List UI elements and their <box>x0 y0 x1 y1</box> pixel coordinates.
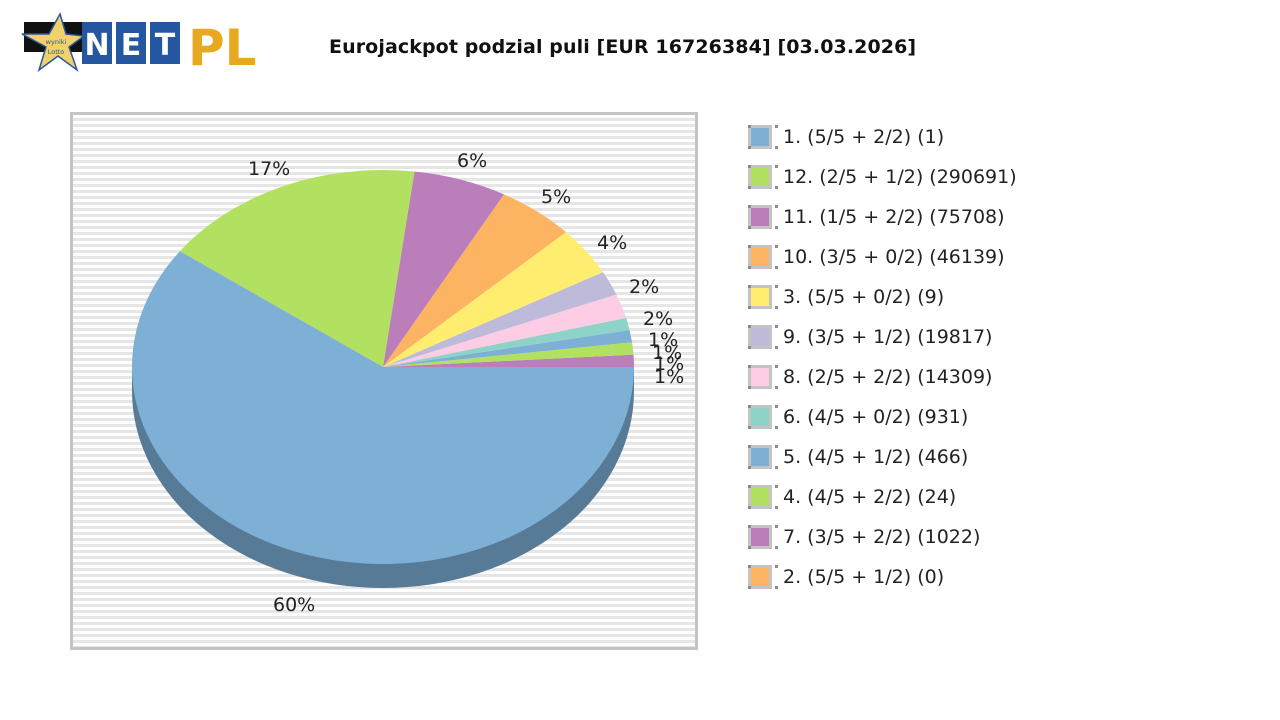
legend-item[interactable]: 3. (5/5 + 0/2) (9) <box>748 282 944 312</box>
pie-slices <box>132 170 634 564</box>
pie-slice-label: 60% <box>273 594 315 616</box>
legend-swatch <box>748 205 772 229</box>
star-text-line2: Lotto <box>48 48 65 56</box>
legend-label: 6. (4/5 + 0/2) (931) <box>783 406 969 428</box>
pl-text: PL <box>188 19 257 74</box>
pie-slice-label: 1% <box>648 329 678 351</box>
pie-chart: 17% 6%5%4%2%2%1%1%1%1%60% <box>70 112 698 650</box>
pie-slice[interactable] <box>179 170 415 367</box>
pie-slice[interactable] <box>383 294 627 367</box>
legend-item[interactable]: 11. (1/5 + 2/2) (75708) <box>748 202 1005 232</box>
legend-swatch <box>748 525 772 549</box>
legend-swatch <box>748 325 772 349</box>
legend-swatch <box>748 285 772 309</box>
legend-swatch <box>748 445 772 469</box>
pie-slice[interactable] <box>383 232 603 367</box>
star-icon: wyniki Lotto <box>21 12 86 73</box>
pie-slice[interactable] <box>383 194 566 367</box>
pie-slice[interactable] <box>383 342 634 367</box>
legend-item[interactable]: 10. (3/5 + 0/2) (46139) <box>748 242 1005 272</box>
net-boxes: N E T <box>82 22 180 64</box>
pie-slice-label: 17% <box>248 158 290 180</box>
pie-slice-label: 2% <box>643 308 673 330</box>
pie-slice-label: 1% <box>654 353 684 375</box>
legend-label: 3. (5/5 + 0/2) (9) <box>783 286 945 308</box>
legend-item[interactable]: 7. (3/5 + 2/2) (1022) <box>748 522 980 552</box>
legend-swatch <box>748 565 772 589</box>
pie-slice[interactable] <box>383 318 630 367</box>
pie-slice-label: 6% <box>457 150 487 172</box>
pie-slice-label: 4% <box>597 232 627 254</box>
net-letter-n: N <box>84 28 109 63</box>
legend-swatch <box>748 165 772 189</box>
legend-label: 4. (4/5 + 2/2) (24) <box>783 486 957 508</box>
chart-title: Eurojackpot podzial puli [EUR 16726384] … <box>329 36 917 58</box>
legend-label: 12. (2/5 + 1/2) (290691) <box>783 166 1017 188</box>
pie-slice[interactable] <box>383 354 634 367</box>
legend-item[interactable]: 5. (4/5 + 1/2) (466) <box>748 442 968 472</box>
legend-item[interactable]: 9. (3/5 + 1/2) (19817) <box>748 322 992 352</box>
pie-slice-label: 1% <box>652 342 682 364</box>
legend-label: 8. (2/5 + 2/2) (14309) <box>783 366 993 388</box>
pie-slice[interactable] <box>132 251 634 564</box>
legend-label: 11. (1/5 + 2/2) (75708) <box>783 206 1005 228</box>
net-letter-e: E <box>121 28 142 63</box>
legend-swatch <box>748 365 772 389</box>
legend-item[interactable]: 4. (4/5 + 2/2) (24) <box>748 482 956 512</box>
legend-swatch <box>748 125 772 149</box>
legend-label: 2. (5/5 + 1/2) (0) <box>783 566 945 588</box>
legend-label: 9. (3/5 + 1/2) (19817) <box>783 326 993 348</box>
pie-labels: 17% 6%5%4%2%2%1%1%1%1%60% <box>248 150 684 616</box>
legend-label: 10. (3/5 + 0/2) (46139) <box>783 246 1005 268</box>
netpl-logo[interactable]: wyniki Lotto N E T PL <box>20 10 265 77</box>
legend-item[interactable]: 12. (2/5 + 1/2) (290691) <box>748 162 1017 192</box>
net-letter-t: T <box>155 28 176 63</box>
star-text-line1: wyniki <box>46 38 67 46</box>
legend-label: 7. (3/5 + 2/2) (1022) <box>783 526 981 548</box>
legend-item[interactable]: 6. (4/5 + 0/2) (931) <box>748 402 968 432</box>
pie-slice-label: 5% <box>541 186 571 208</box>
pie-chart-plot: 17% 6% 5% 4% 2% 2% 1% 1% 1% 1% 60% <box>70 112 698 650</box>
pie-slice-label: 1% <box>654 366 684 388</box>
legend-item[interactable]: 8. (2/5 + 2/2) (14309) <box>748 362 992 392</box>
pie-slice[interactable] <box>383 171 504 367</box>
pie-slice-label: 2% <box>629 276 659 298</box>
legend-swatch <box>748 485 772 509</box>
pie-slice[interactable] <box>383 330 633 367</box>
legend-label: 5. (4/5 + 1/2) (466) <box>783 446 969 468</box>
legend-swatch <box>748 405 772 429</box>
legend-item[interactable]: 1. (5/5 + 2/2) (1) <box>748 122 944 152</box>
legend-swatch <box>748 245 772 269</box>
pie-slice[interactable] <box>383 272 617 367</box>
legend-label: 1. (5/5 + 2/2) (1) <box>783 126 945 148</box>
legend-item[interactable]: 2. (5/5 + 1/2) (0) <box>748 562 944 592</box>
